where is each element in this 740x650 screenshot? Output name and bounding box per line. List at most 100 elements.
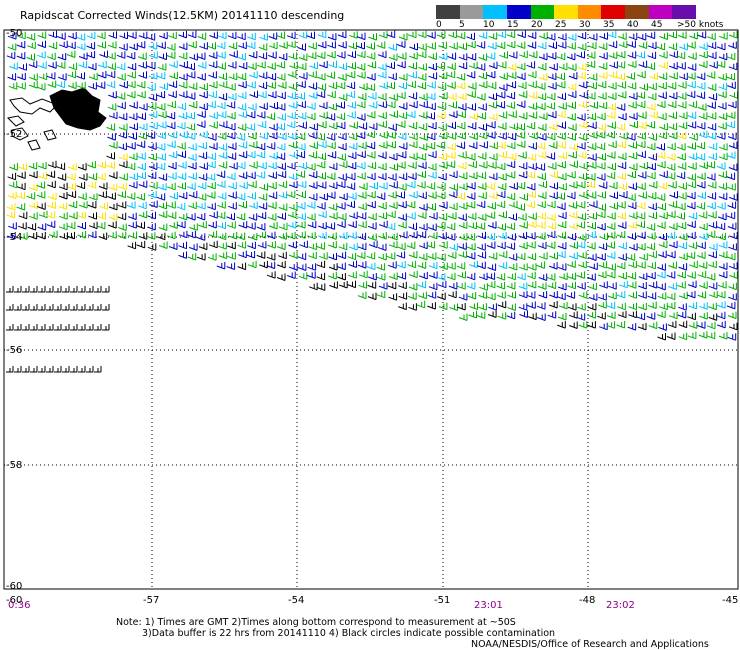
wind-barb — [148, 212, 156, 219]
wind-barb — [708, 84, 716, 91]
wind-barb — [437, 183, 445, 190]
wind-barb — [598, 92, 606, 99]
wind-barb — [699, 211, 707, 218]
wind-barb — [687, 91, 695, 98]
wind-barb — [628, 82, 636, 89]
wind-barb — [169, 243, 177, 250]
wind-barb — [277, 153, 285, 160]
wind-barb — [78, 366, 85, 372]
wind-barb — [677, 62, 685, 69]
wind-barb — [198, 182, 206, 189]
wind-barb — [709, 61, 717, 68]
wind-barb — [557, 203, 565, 210]
wind-barb — [9, 181, 17, 188]
wind-barb — [118, 232, 126, 239]
wind-barb — [539, 291, 547, 298]
wind-barb — [227, 263, 235, 270]
wind-barb — [647, 32, 655, 39]
wind-barb — [657, 263, 665, 270]
wind-barb — [127, 163, 135, 170]
wind-barb — [588, 161, 596, 168]
wind-barb — [348, 62, 356, 69]
wind-barb — [398, 221, 406, 228]
wind-barb — [548, 282, 556, 289]
wind-barb — [549, 123, 557, 130]
wind-barb — [568, 273, 576, 280]
wind-barb — [67, 173, 75, 180]
wind-barb — [229, 42, 237, 49]
wind-barb — [618, 162, 626, 169]
wind-barb — [187, 71, 195, 78]
wind-barb — [310, 62, 318, 69]
wind-barb — [427, 142, 435, 149]
wind-barb — [298, 43, 306, 50]
wind-barb — [448, 122, 456, 129]
wind-barb — [339, 193, 347, 200]
wind-barb — [338, 213, 346, 220]
wind-barb — [189, 83, 197, 90]
wind-barb — [468, 53, 476, 60]
wind-barb — [428, 224, 436, 231]
wind-barb — [267, 253, 275, 260]
wind-barb — [248, 63, 256, 70]
wind-barb — [209, 241, 217, 248]
wind-barb — [178, 103, 186, 110]
wind-barb — [357, 172, 365, 179]
wind-barb — [567, 291, 575, 298]
wind-barb — [550, 171, 558, 178]
wind-barb — [399, 173, 407, 180]
wind-barb — [730, 91, 738, 98]
wind-barb — [149, 94, 157, 101]
wind-barb — [27, 53, 35, 60]
wind-barb — [38, 324, 45, 330]
wind-barb — [497, 201, 505, 208]
wind-barb — [539, 274, 547, 281]
wind-barb — [498, 183, 506, 190]
wind-barb — [22, 366, 29, 372]
wind-barb — [728, 202, 736, 209]
wind-barb — [717, 291, 725, 298]
wind-barb — [618, 113, 626, 120]
wind-barb — [538, 212, 546, 219]
wind-barb — [318, 181, 326, 188]
wind-barb — [408, 162, 416, 169]
wind-barb — [628, 272, 636, 279]
wind-barb — [539, 32, 547, 39]
wind-barb — [217, 262, 225, 269]
wind-barb — [179, 251, 187, 258]
wind-barb — [179, 52, 187, 59]
wind-barb — [689, 153, 697, 160]
wind-barb — [278, 171, 286, 178]
wind-barb — [598, 271, 606, 278]
wind-barb — [617, 291, 625, 298]
wind-barb — [507, 193, 515, 200]
wind-barb — [699, 282, 707, 289]
wind-barb — [658, 333, 666, 340]
wind-barb — [477, 222, 485, 229]
wind-barb — [607, 131, 615, 138]
wind-barb — [379, 221, 387, 228]
wind-barb — [102, 286, 109, 292]
wind-barb — [519, 112, 527, 119]
wind-barb — [70, 366, 77, 372]
wind-barb — [378, 253, 386, 260]
wind-barb — [617, 103, 625, 110]
wind-barb — [218, 32, 226, 39]
wind-barb — [297, 213, 305, 220]
wind-barb — [527, 241, 535, 248]
wind-barb — [407, 111, 415, 118]
wind-barb — [419, 253, 427, 260]
wind-barb — [139, 32, 147, 39]
wind-barb — [198, 193, 206, 200]
wind-barb — [549, 192, 557, 199]
wind-barb — [127, 142, 135, 149]
wind-barb — [359, 271, 367, 278]
wind-barb — [669, 72, 677, 79]
wind-barb — [449, 111, 457, 118]
wind-barb — [549, 42, 557, 49]
wind-barb — [14, 286, 21, 292]
wind-barb — [519, 282, 527, 289]
wind-barb — [318, 153, 326, 160]
wind-barb — [488, 311, 496, 318]
wind-barb — [729, 232, 737, 239]
